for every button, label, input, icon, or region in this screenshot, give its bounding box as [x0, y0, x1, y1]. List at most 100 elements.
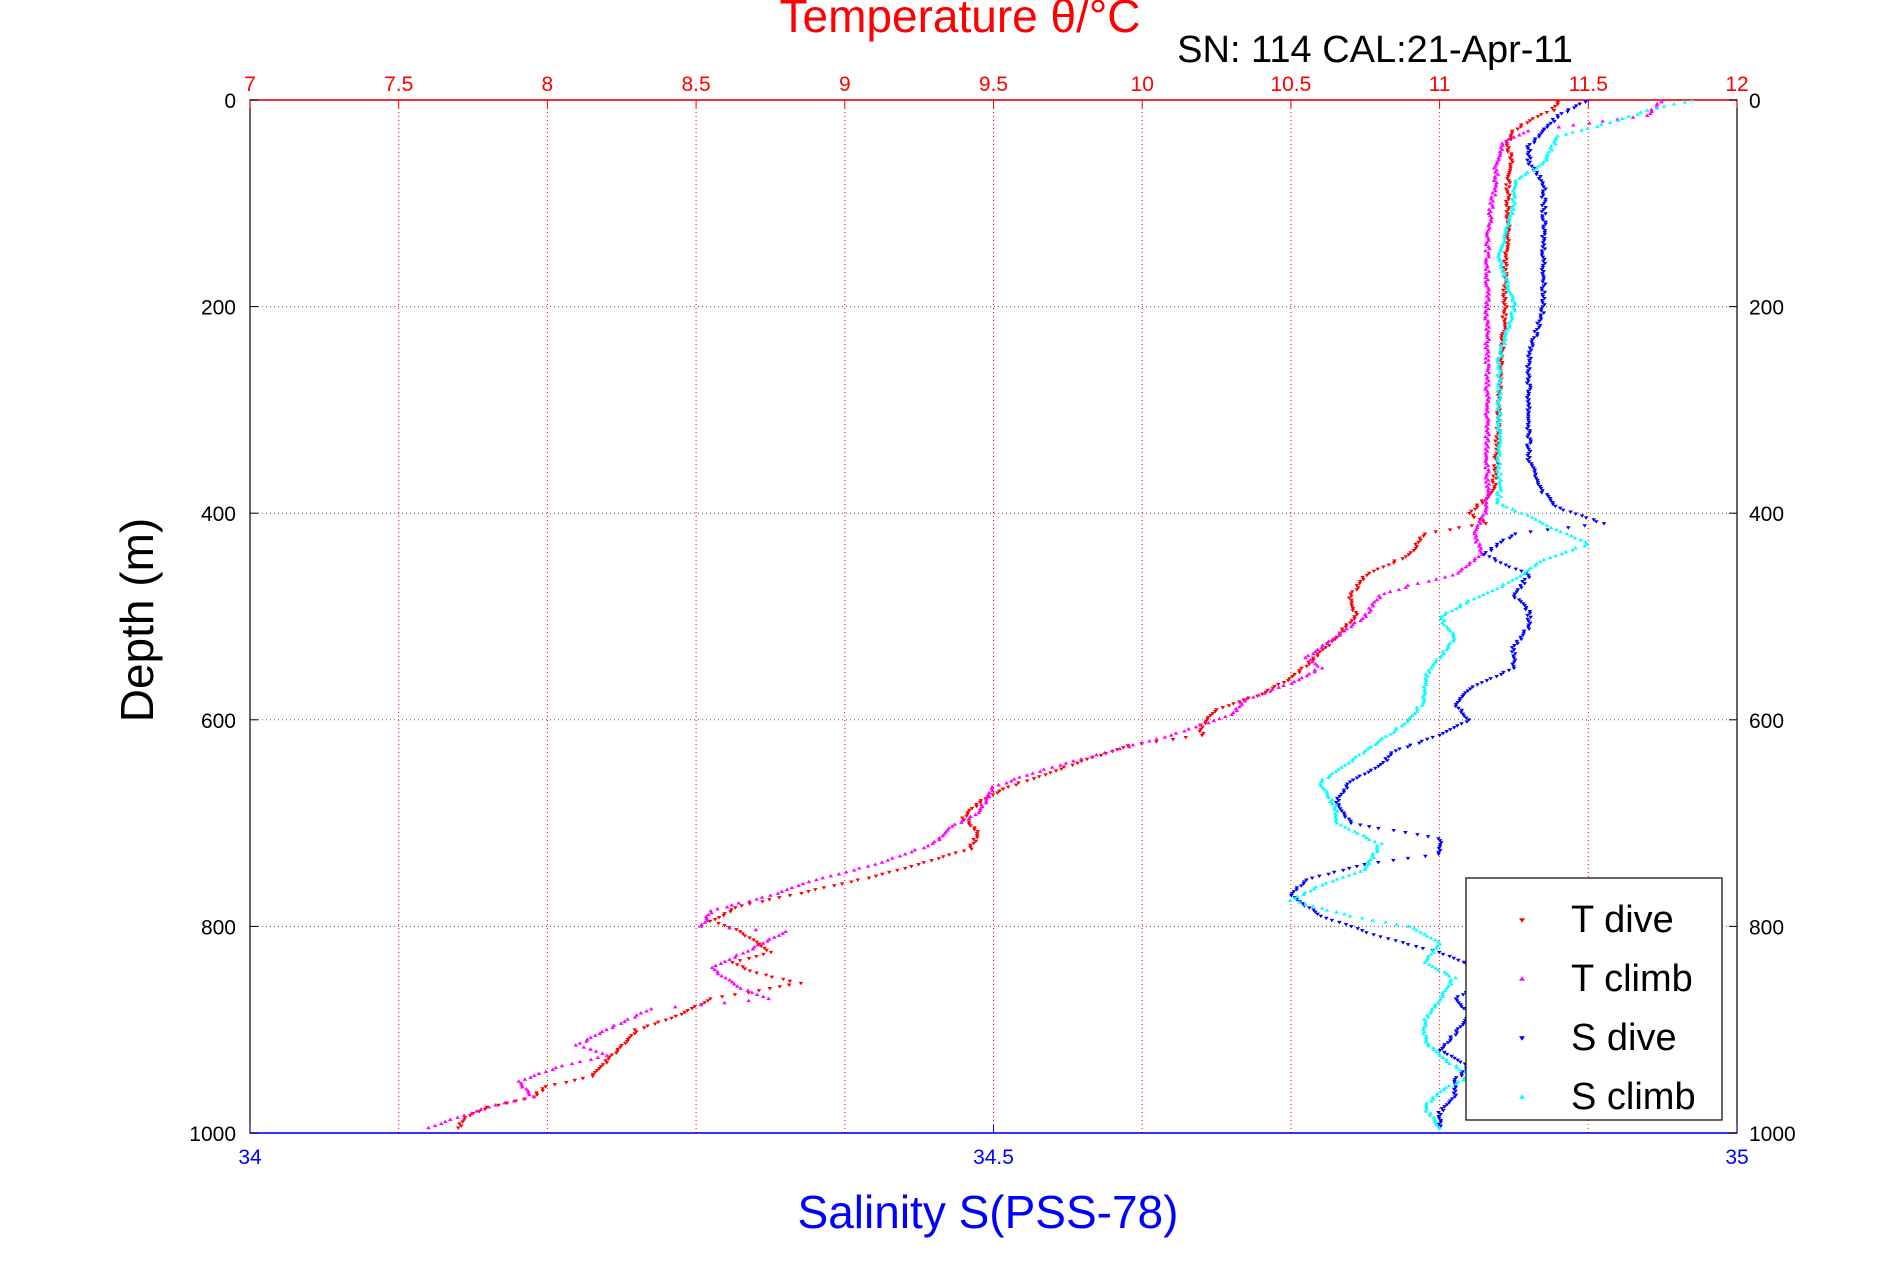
- data-point: [1016, 781, 1021, 785]
- data-point: [1486, 221, 1492, 226]
- data-point: [1512, 302, 1517, 306]
- data-point: [606, 1057, 611, 1061]
- data-point: [742, 934, 748, 938]
- data-point: [1363, 614, 1369, 618]
- data-point: [1357, 582, 1363, 586]
- data-point: [1470, 513, 1476, 518]
- data-point: [1369, 602, 1375, 606]
- data-point: [1337, 920, 1342, 925]
- data-point: [1004, 781, 1009, 785]
- data-point: [1332, 805, 1337, 809]
- data-point: [1547, 555, 1553, 560]
- data-point: [747, 936, 752, 940]
- data-point: [1364, 573, 1370, 578]
- data-point: [1498, 368, 1503, 373]
- data-point: [1520, 579, 1525, 584]
- data-point: [879, 872, 885, 877]
- data-point: [1423, 676, 1428, 680]
- data-point: [1509, 646, 1515, 650]
- data-point: [1337, 807, 1343, 811]
- data-point: [1506, 146, 1512, 150]
- data-point: [1528, 565, 1534, 570]
- data-point: [1384, 759, 1390, 763]
- data-point: [1499, 363, 1505, 367]
- data-point: [1511, 190, 1517, 195]
- data-point: [1428, 1011, 1433, 1015]
- data-point: [1528, 439, 1534, 443]
- data-point: [1381, 565, 1386, 569]
- data-point: [634, 1030, 639, 1034]
- data-point: [1532, 139, 1537, 143]
- data-point: [1513, 509, 1518, 513]
- data-point: [1528, 356, 1534, 361]
- data-point: [1496, 422, 1501, 426]
- temperature-tick-label: 11: [1429, 73, 1451, 96]
- data-point: [1442, 1050, 1447, 1055]
- data-point: [706, 912, 711, 917]
- data-point: [1536, 164, 1542, 168]
- data-point: [723, 975, 728, 980]
- data-point: [1265, 688, 1270, 693]
- data-point: [1425, 1041, 1431, 1046]
- data-point: [1505, 148, 1510, 152]
- data-point: [1310, 651, 1316, 656]
- data-point: [1423, 678, 1429, 682]
- data-point: [1483, 275, 1488, 280]
- data-point: [1486, 354, 1492, 358]
- data-point: [736, 901, 742, 905]
- data-point: [754, 954, 759, 959]
- data-point: [715, 906, 720, 911]
- data-point: [1541, 193, 1546, 198]
- data-point: [1493, 439, 1498, 443]
- salinity-tick-label: 34.5: [973, 1146, 1014, 1169]
- data-point: [1539, 299, 1545, 303]
- data-point: [1585, 126, 1591, 130]
- data-point: [1495, 358, 1501, 362]
- data-point: [1509, 312, 1514, 317]
- data-point: [1479, 681, 1485, 685]
- data-point: [1500, 315, 1505, 319]
- data-point: [1438, 1112, 1444, 1117]
- data-point: [595, 1055, 601, 1059]
- data-point: [478, 1107, 484, 1111]
- data-point: [1508, 310, 1514, 315]
- data-point: [1525, 369, 1531, 373]
- data-point: [1483, 511, 1489, 515]
- data-point: [1438, 848, 1443, 853]
- data-point: [1493, 182, 1499, 187]
- data-point: [1438, 1124, 1443, 1128]
- data-point: [990, 788, 995, 793]
- data-point: [1490, 474, 1496, 479]
- data-point: [1461, 1076, 1467, 1080]
- data-point: [1433, 577, 1439, 581]
- data-point: [1444, 730, 1449, 734]
- data-point: [1343, 625, 1349, 629]
- data-point: [1531, 336, 1537, 340]
- data-point: [814, 877, 819, 882]
- data-point: [1431, 1045, 1436, 1050]
- data-point: [1480, 501, 1486, 505]
- data-point: [776, 933, 782, 937]
- data-point: [969, 806, 975, 811]
- data-point: [1415, 833, 1420, 837]
- data-point: [715, 969, 720, 974]
- data-point: [704, 918, 710, 922]
- data-point: [1344, 626, 1349, 631]
- data-point: [971, 841, 976, 846]
- data-point: [1251, 695, 1256, 699]
- data-point: [980, 804, 985, 809]
- data-point: [1484, 679, 1490, 683]
- data-point: [1521, 602, 1526, 606]
- data-point: [1484, 312, 1490, 317]
- data-point: [1332, 637, 1338, 642]
- data-point: [1360, 616, 1365, 620]
- data-points: [426, 100, 1695, 1130]
- data-point: [1494, 180, 1499, 185]
- data-point: [1436, 850, 1441, 855]
- data-point: [777, 985, 783, 989]
- data-point: [1496, 364, 1501, 368]
- data-point: [645, 1024, 650, 1028]
- data-point: [1526, 398, 1532, 402]
- data-point: [1370, 853, 1375, 858]
- data-point: [984, 798, 989, 803]
